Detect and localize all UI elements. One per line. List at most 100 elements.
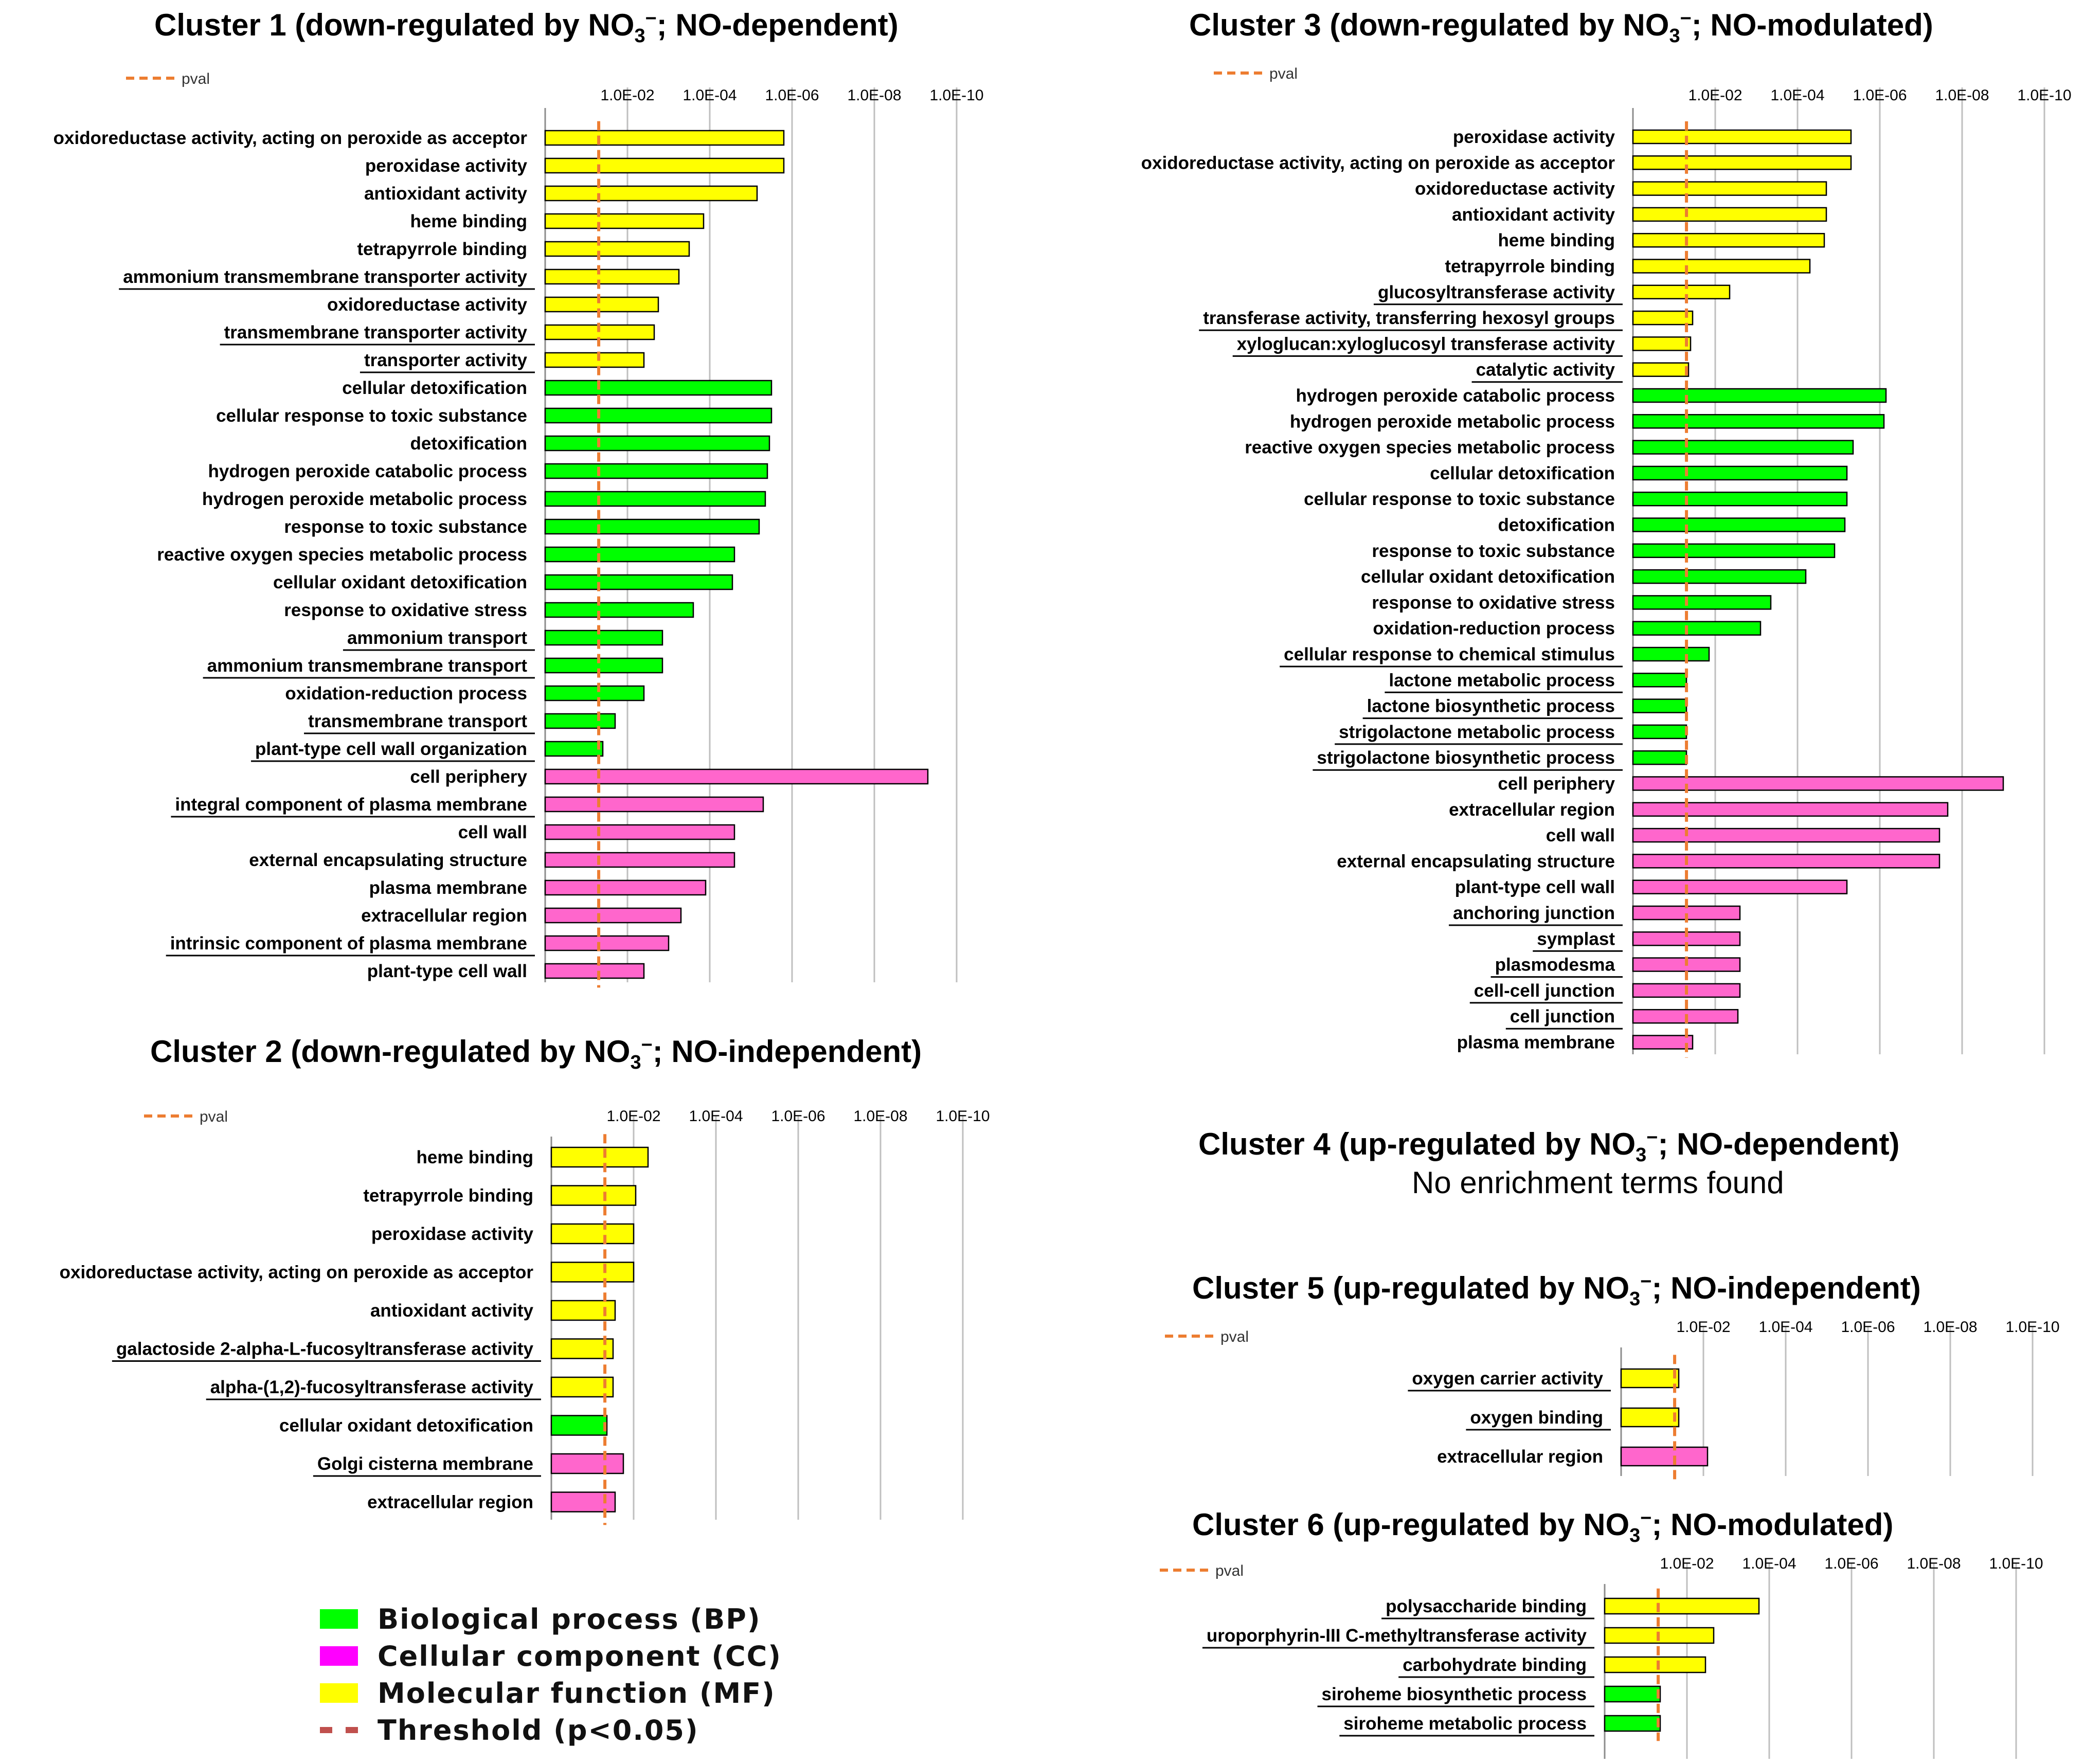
- bar: [550, 1223, 635, 1245]
- term-label: alpha-(1,2)-fucosyltransferase activity: [210, 1377, 534, 1397]
- term-label: cell junction: [1510, 1006, 1615, 1027]
- term-label: strigolactone biosynthetic process: [1317, 748, 1615, 768]
- term-label: glucosyltransferase activity: [1378, 282, 1615, 302]
- bar: [550, 1185, 637, 1206]
- tick-label: 1.0E-10: [936, 1108, 990, 1125]
- bar: [1632, 595, 1772, 610]
- term-label: plasma membrane: [1457, 1033, 1615, 1053]
- cluster3-chart: 1.0E-02 1.0E-04 1.0E-06 1.0E-08 1.0E-10 pval p…: [1141, 67, 2072, 1058]
- bar: [1632, 802, 1949, 817]
- tick-label: 1.0E-04: [682, 87, 736, 104]
- term-label: antioxidant activity: [1452, 205, 1615, 225]
- bar: [544, 768, 929, 785]
- term-label: cellular oxidant detoxification: [279, 1416, 533, 1436]
- term-label: hydrogen peroxide catabolic process: [1296, 386, 1615, 406]
- term-label: siroheme metabolic process: [1343, 1714, 1587, 1734]
- pval-legend-label: pval: [1215, 1562, 1244, 1579]
- bar: [544, 685, 645, 701]
- term-label: intrinsic component of plasma membrane: [170, 933, 527, 953]
- bar: [544, 602, 694, 618]
- legend-swatch-bp: [320, 1609, 358, 1629]
- bar: [1632, 698, 1687, 713]
- bar: [1632, 388, 1887, 403]
- term-label: siroheme biosynthetic process: [1322, 1684, 1587, 1704]
- term-label: ammonium transmembrane transport: [207, 656, 528, 676]
- bar: [544, 380, 772, 396]
- bar: [1632, 854, 1941, 869]
- cluster4-title: Cluster 4 (up-regulated by NO3−; NO-depe…: [1198, 1127, 1900, 1166]
- term-label: catalytic activity: [1476, 360, 1615, 380]
- tick-label: 1.0E-02: [1660, 1555, 1714, 1572]
- term-label: ammonium transport: [347, 628, 527, 648]
- bar: [1632, 621, 1762, 636]
- bar: [544, 852, 735, 868]
- bar: [544, 629, 663, 646]
- term-label: extracellular region: [367, 1492, 533, 1513]
- bar: [544, 574, 733, 590]
- term-label: transmembrane transport: [308, 711, 527, 731]
- tick-label: 1.0E-02: [1688, 87, 1742, 104]
- bar: [544, 463, 768, 479]
- bar: [1632, 310, 1694, 326]
- term-label: plasmodesma: [1495, 955, 1615, 975]
- tick-label: 1.0E-06: [771, 1108, 825, 1125]
- cluster3-title: Cluster 3 (down-regulated by NO3−; NO-mo…: [1189, 8, 1933, 47]
- tick-label: 1.0E-02: [1676, 1319, 1730, 1336]
- cluster1-chart: 1.0E-02 1.0E-04 1.0E-06 1.0E-08 1.0E-10 pval o…: [53, 70, 984, 988]
- tick-label: 1.0E-06: [1853, 87, 1907, 104]
- term-label: response to oxidative stress: [284, 600, 527, 620]
- term-label: response to toxic substance: [284, 517, 527, 537]
- term-label: tetrapyrrole binding: [363, 1186, 533, 1206]
- bar: [544, 546, 735, 563]
- bar: [1604, 1685, 1661, 1703]
- tick-label: 1.0E-06: [765, 87, 819, 104]
- tick-label: 1.0E-10: [2005, 1319, 2059, 1336]
- bar: [544, 352, 645, 368]
- cluster2-title: Cluster 2 (down-regulated by NO3−; NO-in…: [150, 1034, 922, 1073]
- pval-legend-label: pval: [200, 1108, 228, 1125]
- term-label: Golgi cisterna membrane: [317, 1454, 533, 1474]
- bar: [1632, 465, 1848, 481]
- term-label: cell-cell junction: [1474, 981, 1615, 1001]
- legend-threshold-dash-icon: [320, 1720, 358, 1740]
- bar: [544, 713, 616, 729]
- tick-label: 1.0E-02: [606, 1108, 660, 1125]
- bar: [544, 185, 758, 202]
- cluster6-chart: 1.0E-02 1.0E-04 1.0E-06 1.0E-08 1.0E-10 pval p…: [1160, 1555, 2043, 1759]
- term-label: integral component of plasma membrane: [175, 795, 527, 815]
- tick-label: 1.0E-08: [853, 1108, 907, 1125]
- bar: [1620, 1446, 1709, 1467]
- term-label: oxidoreductase activity: [1415, 179, 1615, 199]
- term-label: oxygen binding: [1470, 1408, 1603, 1428]
- term-label: plant-type cell wall organization: [255, 739, 527, 759]
- term-label: cell wall: [1546, 825, 1615, 845]
- term-label: transporter activity: [364, 350, 528, 370]
- term-label: oxidation-reduction process: [1373, 619, 1615, 639]
- cluster4-no-terms-note: No enrichment terms found: [1412, 1165, 1784, 1200]
- bar: [544, 157, 785, 174]
- term-label: cellular response to toxic substance: [216, 406, 527, 426]
- term-label: response to oxidative stress: [1372, 592, 1615, 613]
- pval-legend-label: pval: [1220, 1328, 1249, 1345]
- term-label: plasma membrane: [369, 878, 527, 898]
- bar: [550, 1262, 635, 1283]
- bar: [544, 657, 663, 674]
- legend: Biological process (BP) Cellular compone…: [320, 1600, 782, 1749]
- term-label: cell periphery: [1498, 774, 1615, 794]
- term-label: external encapsulating structure: [1337, 851, 1615, 871]
- bar: [544, 241, 690, 257]
- bar: [1632, 569, 1807, 584]
- tick-label: 1.0E-06: [1824, 1555, 1878, 1572]
- term-label: tetrapyrrole binding: [357, 239, 527, 259]
- term-label: transmembrane transporter activity: [224, 322, 528, 343]
- bar: [1620, 1368, 1680, 1389]
- term-label: lactone biosynthetic process: [1367, 696, 1615, 716]
- term-label: antioxidant activity: [364, 184, 528, 204]
- bar: [544, 935, 670, 951]
- bar: [1632, 440, 1854, 455]
- tick-label: 1.0E-04: [1742, 1555, 1796, 1572]
- bar: [1632, 491, 1848, 507]
- cluster5-title: Cluster 5 (up-regulated by NO3−; NO-inde…: [1192, 1271, 1921, 1310]
- legend-label-bp: Biological process (BP): [378, 1603, 761, 1635]
